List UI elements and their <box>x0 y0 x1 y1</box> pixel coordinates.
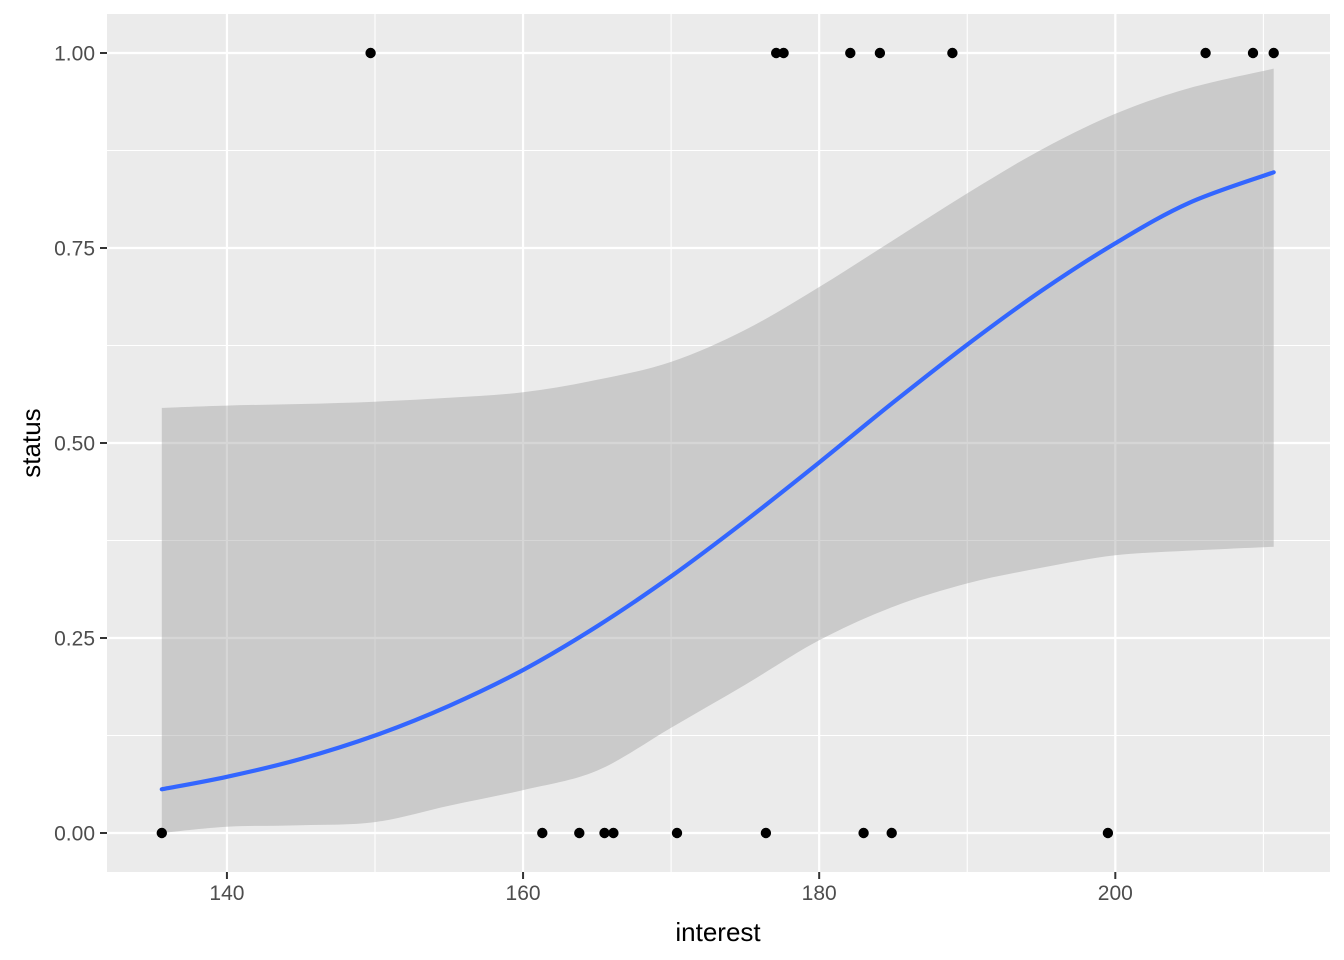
data-point-status-0 <box>858 827 869 839</box>
data-point-status-0 <box>608 827 619 839</box>
data-point-status-1 <box>771 47 782 59</box>
data-point-status-0 <box>599 827 610 839</box>
data-point-status-1 <box>1200 47 1211 59</box>
fit-line <box>159 170 1276 792</box>
data-point-status-0 <box>1102 827 1114 839</box>
x-tick-label: 160 <box>506 882 541 905</box>
confidence-band <box>161 68 1274 834</box>
y-tick-label: 1.00 <box>54 43 95 66</box>
data-point-status-1 <box>845 47 856 59</box>
data-point-status-1 <box>1247 47 1259 59</box>
data-point-status-0 <box>760 827 772 839</box>
y-tick-label: 0.00 <box>54 823 95 846</box>
data-point-status-1 <box>778 47 789 59</box>
data-point-status-1 <box>947 47 958 59</box>
y-tick-label: 0.50 <box>54 433 95 456</box>
data-point-status-0 <box>574 827 585 839</box>
data-point-status-0 <box>886 827 897 839</box>
plot-panel: 140 160 180 200 0.00 0.25 0.50 0.75 1.00 <box>54 14 1330 905</box>
x-tick-label: 140 <box>209 882 244 905</box>
y-axis-title: status <box>16 408 46 477</box>
y-tick-label: 0.25 <box>54 628 95 651</box>
data-point-status-1 <box>874 47 886 59</box>
x-tick-label: 180 <box>802 882 837 905</box>
data-point-status-1 <box>365 47 376 59</box>
x-tick-label: 200 <box>1098 882 1133 905</box>
data-point-status-1 <box>1268 47 1279 59</box>
y-tick-label: 0.75 <box>54 238 95 261</box>
data-point-status-0 <box>156 827 167 839</box>
x-axis-title: interest <box>675 917 761 947</box>
data-point-status-0 <box>537 827 548 839</box>
data-point-status-0 <box>671 827 683 839</box>
